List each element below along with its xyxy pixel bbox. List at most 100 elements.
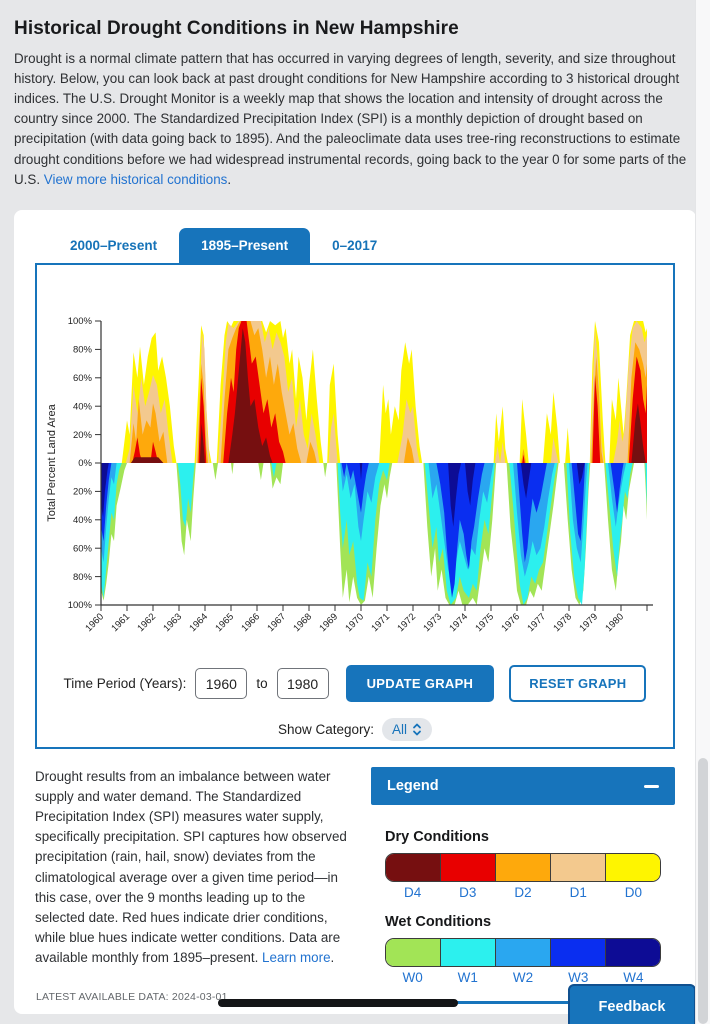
collapse-minus-icon[interactable]	[644, 784, 659, 788]
feedback-button[interactable]: Feedback	[568, 984, 696, 1024]
tab-bar: 2000–Present 1895–Present 0–2017	[14, 210, 696, 263]
update-graph-button[interactable]: UPDATE GRAPH	[345, 665, 495, 702]
intro-text: Drought is a normal climate pattern that…	[14, 51, 687, 187]
x-tick-label: 1969	[317, 611, 340, 634]
show-category-label: Show Category:	[277, 722, 375, 737]
legend-label-D4: D4	[403, 885, 422, 900]
y-tick-label: 60%	[73, 543, 93, 554]
x-tick-label: 1971	[369, 611, 392, 634]
intro-suffix: .	[227, 171, 232, 187]
legend-label-D0: D0	[624, 885, 643, 900]
legend-swatch-W3	[551, 939, 606, 966]
x-tick-label: 1962	[135, 611, 158, 634]
vertical-scrollbar-thumb[interactable]	[698, 758, 708, 1024]
dry-conditions-labels: D4 D3 D2 D1 D0	[385, 885, 661, 900]
x-tick-label: 1968	[291, 611, 314, 634]
wet-conditions-bar	[385, 938, 661, 967]
legend-label-D1: D1	[569, 885, 587, 900]
wet-conditions-title: Wet Conditions	[385, 914, 492, 930]
x-tick-label: 1960	[83, 611, 106, 634]
x-tick-label: 1963	[161, 611, 184, 634]
series-D3	[101, 321, 647, 463]
series-D2	[101, 321, 647, 463]
x-tick-label: 1979	[577, 611, 600, 634]
x-tick-label: 1961	[109, 611, 132, 634]
x-tick-label: 1964	[187, 611, 210, 634]
time-period-label: Time Period (Years):	[63, 676, 187, 691]
legend-swatch-D3	[441, 854, 496, 881]
legend-label-W1: W1	[457, 970, 478, 985]
legend-swatch-W4	[606, 939, 660, 966]
x-tick-label: 1976	[499, 611, 522, 634]
learn-more-link[interactable]: Learn more	[262, 949, 331, 965]
end-year-input[interactable]	[276, 668, 329, 699]
y-tick-label: 80%	[73, 345, 93, 356]
legend-label-W4: W4	[623, 970, 644, 985]
y-tick-label: 100%	[68, 316, 93, 327]
y-tick-label: 0%	[78, 458, 92, 469]
reset-graph-button[interactable]: RESET GRAPH	[509, 665, 647, 702]
series-D1	[101, 321, 647, 463]
x-tick-label: 1965	[213, 611, 236, 634]
bottom-section: Drought results from an imbalance betwee…	[35, 767, 675, 985]
time-period-controls: Time Period (Years): to UPDATE GRAPH RES…	[37, 665, 673, 702]
series-W3	[101, 463, 624, 598]
vertical-scrollbar[interactable]	[695, 0, 710, 1024]
series-W1	[101, 463, 647, 605]
y-tick-label: 80%	[73, 572, 93, 583]
dry-conditions-bar	[385, 853, 661, 882]
x-tick-label: 1974	[447, 611, 470, 634]
tab-1895-present[interactable]: 1895–Present	[179, 228, 311, 263]
legend-label-D3: D3	[459, 885, 477, 900]
x-tick-label: 1970	[343, 611, 366, 634]
y-tick-label: 40%	[73, 401, 93, 412]
page-header: Historical Drought Conditions in New Ham…	[0, 0, 710, 190]
tab-2000-present[interactable]: 2000–Present	[70, 238, 158, 253]
spi-area-chart: 100%80%60%40%20%0%20%40%60%80%100%1960 19…	[46, 316, 653, 634]
x-tick-label: 1975	[473, 611, 496, 634]
x-tick-label: 1966	[239, 611, 262, 634]
x-tick-label: 1978	[551, 611, 574, 634]
start-year-input[interactable]	[195, 668, 248, 699]
legend-title: Legend	[387, 778, 439, 794]
legend-header[interactable]: Legend	[371, 767, 675, 805]
legend-label-W2: W2	[512, 970, 534, 985]
x-tick-label: 1977	[525, 611, 548, 634]
series-D4	[101, 328, 646, 463]
chart-panel: 100% 80% 60% 40% 20% 0% 20% 40% 60% 80% 100% 1960 19…	[35, 263, 675, 749]
y-tick-label: 60%	[73, 373, 93, 384]
description-suffix: .	[330, 949, 335, 965]
historical-conditions-link[interactable]: View more historical conditions	[43, 171, 228, 187]
y-axis-title: Total Percent Land Area	[46, 403, 58, 521]
x-tick-label: 1967	[265, 611, 288, 634]
horizontal-scrollbar-thumb[interactable]	[218, 999, 458, 1007]
latest-data-date: 2024-03-01	[171, 991, 228, 1003]
legend-swatch-D1	[551, 854, 606, 881]
latest-data-row: LATEST AVAILABLE DATA: 2024-03-01	[36, 991, 228, 1003]
dry-conditions-title: Dry Conditions	[385, 829, 489, 845]
legend-label-W3: W3	[568, 970, 589, 985]
chevron-up-down-icon	[413, 723, 421, 736]
legend-swatch-W1	[441, 939, 496, 966]
legend-swatch-W2	[496, 939, 551, 966]
drought-tool-card: 2000–Present 1895–Present 0–2017 100% 80%…	[14, 210, 696, 1014]
legend-swatch-W0	[386, 939, 441, 966]
series-D0	[101, 321, 647, 463]
page-title: Historical Drought Conditions in New Ham…	[14, 18, 459, 39]
category-value: All	[392, 722, 408, 737]
category-row: Show Category: All	[37, 718, 673, 741]
y-tick-label: 100%	[68, 600, 93, 611]
legend-swatch-D0	[606, 854, 660, 881]
latest-data-label: LATEST AVAILABLE DATA:	[36, 991, 169, 1003]
x-tick-label: 1972	[395, 611, 418, 634]
to-label: to	[256, 676, 268, 691]
y-tick-label: 40%	[73, 515, 93, 526]
category-select[interactable]: All	[382, 718, 433, 741]
legend-body: Dry Conditions D4 D3 D2 D1 D0 Wet Conditions…	[371, 805, 675, 985]
divider-line	[455, 1001, 572, 1004]
tab-0-2017[interactable]: 0–2017	[332, 238, 378, 253]
y-tick-label: 20%	[73, 487, 93, 498]
spi-description: Drought results from an imbalance betwee…	[35, 767, 357, 985]
legend-label-D2: D2	[514, 885, 532, 900]
